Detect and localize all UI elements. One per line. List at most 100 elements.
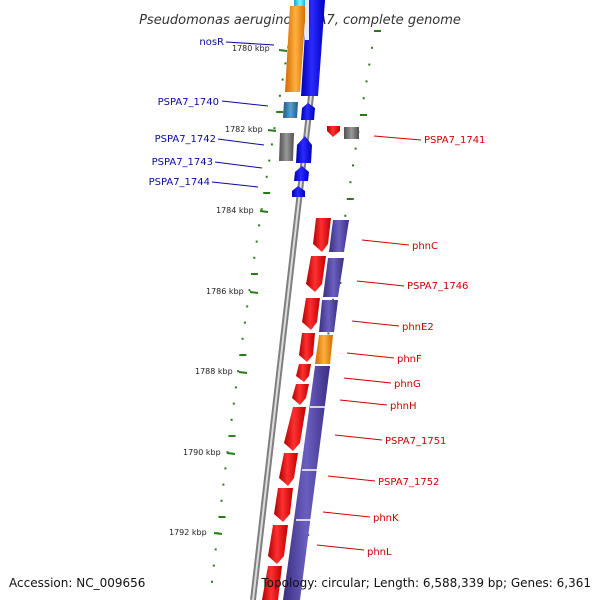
ring-tick [263, 192, 271, 194]
ring-tick [212, 564, 215, 567]
ring-tick [268, 159, 271, 162]
gene-label-PSPA7_1744[interactable]: PSPA7_1744 [149, 177, 210, 188]
gene-phnG-arrow [296, 364, 311, 382]
gene-PSPA7_1746-arrow [306, 256, 326, 292]
ring-tick [349, 181, 352, 184]
gene-phnH-arrow [292, 384, 309, 405]
kbp-label: 1782 kbp [225, 125, 263, 134]
kbp-label: 1786 kbp [206, 287, 244, 296]
gene-PSPA7_1743-arrow [294, 166, 309, 181]
gene-partial-bottom [262, 566, 282, 600]
ring-tick [230, 418, 233, 421]
kbp-ticks: 1780 kbp 1782 kbp 1784 kbp 1786 kbp 1788… [169, 44, 288, 537]
gene-phnF-cog [315, 335, 333, 364]
kbp-label: 1792 kbp [169, 528, 207, 537]
ring-tick [228, 435, 236, 437]
ring-tick [241, 337, 244, 340]
gene-PSPA7_1752-arrow [279, 453, 298, 486]
ring-tick [239, 354, 247, 356]
gene-label-PSPA7_1741[interactable]: PSPA7_1741 [424, 135, 485, 146]
ring-tick [234, 386, 237, 389]
ring-tick [224, 467, 227, 470]
ring-tick [222, 483, 225, 486]
ring-tick [362, 97, 365, 100]
ring-tick [270, 143, 273, 146]
gene-nosR-cog-white [305, 0, 309, 40]
gene-PSPA7_1744-arrow [292, 186, 305, 197]
ring-tick [352, 164, 354, 167]
gene-PSPA7_1742-cog [279, 133, 294, 161]
gene-PSPA7_1746-cog [323, 258, 344, 297]
ring-tick [365, 80, 368, 83]
gene-PSPA7_1740-cog [283, 102, 298, 118]
ring-tick [360, 114, 367, 116]
ring-tick [346, 198, 354, 200]
gene-phnC-arrow [313, 218, 331, 252]
gene-label-PSPA7_1751[interactable]: PSPA7_1751 [385, 436, 446, 447]
ring-tick [273, 127, 276, 130]
ring-tick [248, 289, 251, 292]
ring-tick [368, 63, 371, 66]
ring-tick [218, 516, 226, 518]
gene-PSPA7_1740-arrow [301, 103, 315, 120]
gene-PSPA7_1741-arrow [327, 126, 340, 137]
gene-label-phnE2[interactable]: phnE2 [402, 322, 434, 333]
ring-tick [237, 370, 240, 373]
gene-PSPA7_1742-arrow [296, 136, 312, 163]
ring-tick [284, 62, 287, 65]
gene-label-PSPA7_1740[interactable]: PSPA7_1740 [158, 97, 219, 108]
gene-phnE2-arrow [302, 298, 320, 330]
topology-text: Topology: circular; Length: 6,588,339 bp… [260, 576, 591, 590]
ring-tick [327, 332, 330, 335]
gene-label-phnF[interactable]: phnF [397, 354, 422, 365]
kbp-label: 1790 kbp [183, 448, 221, 457]
gene-label-phnK[interactable]: phnK [373, 513, 399, 524]
gene-phnC-cog [329, 220, 349, 252]
ring-tick [253, 256, 256, 259]
gene-phnF-arrow [299, 333, 315, 362]
inner-dotted-ring [211, 30, 297, 583]
accession-text: Accession: NC_009656 [9, 576, 145, 590]
ring-tick [354, 147, 357, 150]
ring-tick [374, 30, 381, 32]
ring-tick [278, 94, 281, 97]
gene-PSPA7_1751-arrow [284, 407, 306, 451]
ring-tick [243, 321, 246, 324]
ring-tick [276, 111, 284, 113]
gene-label-PSPA7_1743[interactable]: PSPA7_1743 [152, 157, 213, 168]
kbp-label: 1788 kbp [195, 367, 233, 376]
ring-tick [220, 499, 223, 502]
ring-tick [258, 224, 261, 227]
gene-label-PSPA7_1746[interactable]: PSPA7_1746 [407, 281, 468, 292]
gene-label-phnH[interactable]: phnH [390, 401, 417, 412]
ring-tick [211, 580, 213, 583]
gene-label-phnG[interactable]: phnG [394, 379, 421, 390]
gene-label-nosR[interactable]: nosR [199, 37, 224, 48]
gene-label-PSPA7_1752[interactable]: PSPA7_1752 [378, 477, 439, 488]
ring-tick [250, 273, 258, 275]
right-gene-labels: PSPA7_1741 phnC PSPA7_1746 phnE2 phnF ph… [316, 135, 485, 558]
gene-phnE2-cog [319, 300, 338, 332]
ring-tick [232, 402, 235, 405]
phn-operon [262, 218, 349, 600]
gene-label-phnC[interactable]: phnC [412, 241, 438, 252]
gene-label-phnL[interactable]: phnL [367, 547, 392, 558]
ring-tick [255, 240, 258, 243]
ring-tick [344, 214, 347, 217]
ring-tick [265, 175, 268, 178]
gene-nosR-cog-orange [285, 6, 306, 92]
ring-tick [260, 208, 263, 211]
ring-tick [214, 548, 217, 551]
ring-tick [371, 46, 374, 49]
gene-phn-cog-column [283, 366, 330, 600]
left-gene-labels: nosR PSPA7_1740 PSPA7_1742 PSPA7_1743 PS… [149, 37, 275, 188]
gene-phnL-arrow [268, 525, 288, 564]
gene-label-PSPA7_1742[interactable]: PSPA7_1742 [155, 134, 216, 145]
kbp-label: 1780 kbp [232, 44, 270, 53]
gene-phnK-arrow [274, 488, 293, 522]
ring-tick [332, 298, 335, 301]
gene-PSPA7_1741-cog [344, 127, 359, 139]
ring-tick [246, 305, 249, 308]
gene-cyan-top [294, 0, 306, 6]
